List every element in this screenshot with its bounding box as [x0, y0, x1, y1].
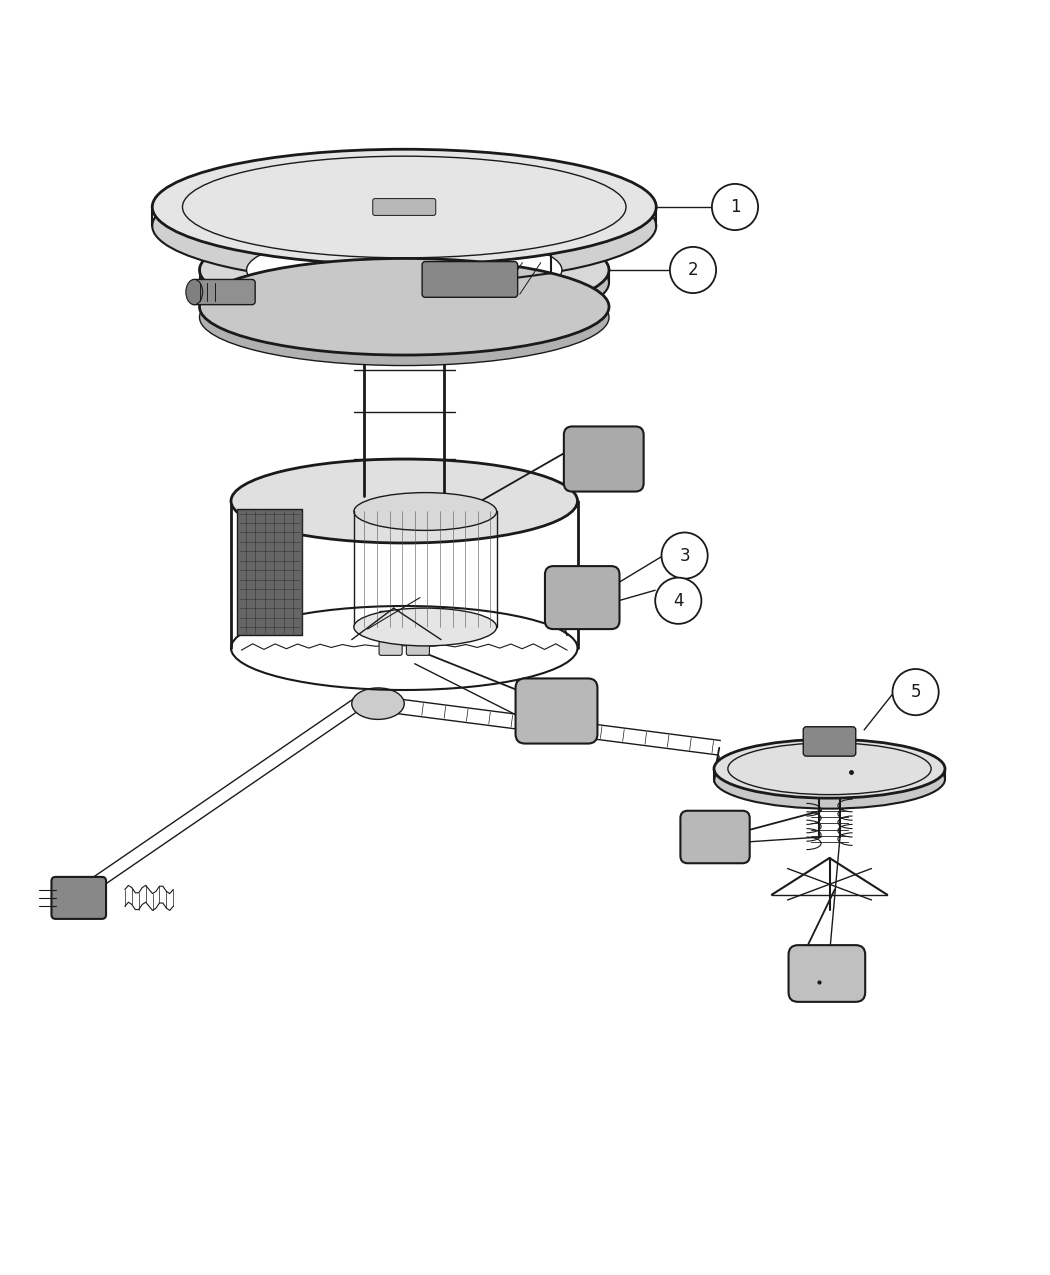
Ellipse shape — [247, 233, 562, 307]
Text: 2: 2 — [688, 261, 698, 279]
FancyBboxPatch shape — [680, 811, 750, 863]
Ellipse shape — [186, 279, 203, 305]
Ellipse shape — [352, 688, 404, 719]
Ellipse shape — [152, 168, 656, 283]
FancyBboxPatch shape — [545, 566, 620, 629]
Text: 1: 1 — [730, 198, 740, 215]
FancyBboxPatch shape — [379, 611, 402, 655]
Circle shape — [670, 247, 716, 293]
FancyBboxPatch shape — [564, 426, 644, 492]
FancyBboxPatch shape — [51, 877, 106, 919]
Circle shape — [655, 578, 701, 623]
Ellipse shape — [354, 492, 497, 530]
FancyBboxPatch shape — [516, 678, 597, 743]
Text: 3: 3 — [679, 547, 690, 565]
Ellipse shape — [200, 269, 609, 366]
Ellipse shape — [714, 740, 945, 798]
Ellipse shape — [231, 459, 578, 543]
FancyBboxPatch shape — [373, 199, 436, 215]
Circle shape — [712, 184, 758, 230]
Ellipse shape — [200, 235, 609, 332]
Ellipse shape — [714, 750, 945, 808]
Text: 5: 5 — [910, 683, 921, 701]
Ellipse shape — [354, 608, 497, 646]
FancyBboxPatch shape — [803, 727, 856, 756]
FancyBboxPatch shape — [237, 510, 302, 635]
Circle shape — [892, 669, 939, 715]
FancyBboxPatch shape — [789, 945, 865, 1002]
FancyBboxPatch shape — [422, 261, 518, 297]
FancyBboxPatch shape — [191, 279, 255, 305]
Ellipse shape — [152, 149, 656, 265]
Ellipse shape — [200, 259, 609, 354]
Circle shape — [662, 533, 708, 579]
Ellipse shape — [200, 222, 609, 319]
FancyBboxPatch shape — [406, 611, 429, 655]
Text: 4: 4 — [673, 592, 684, 609]
